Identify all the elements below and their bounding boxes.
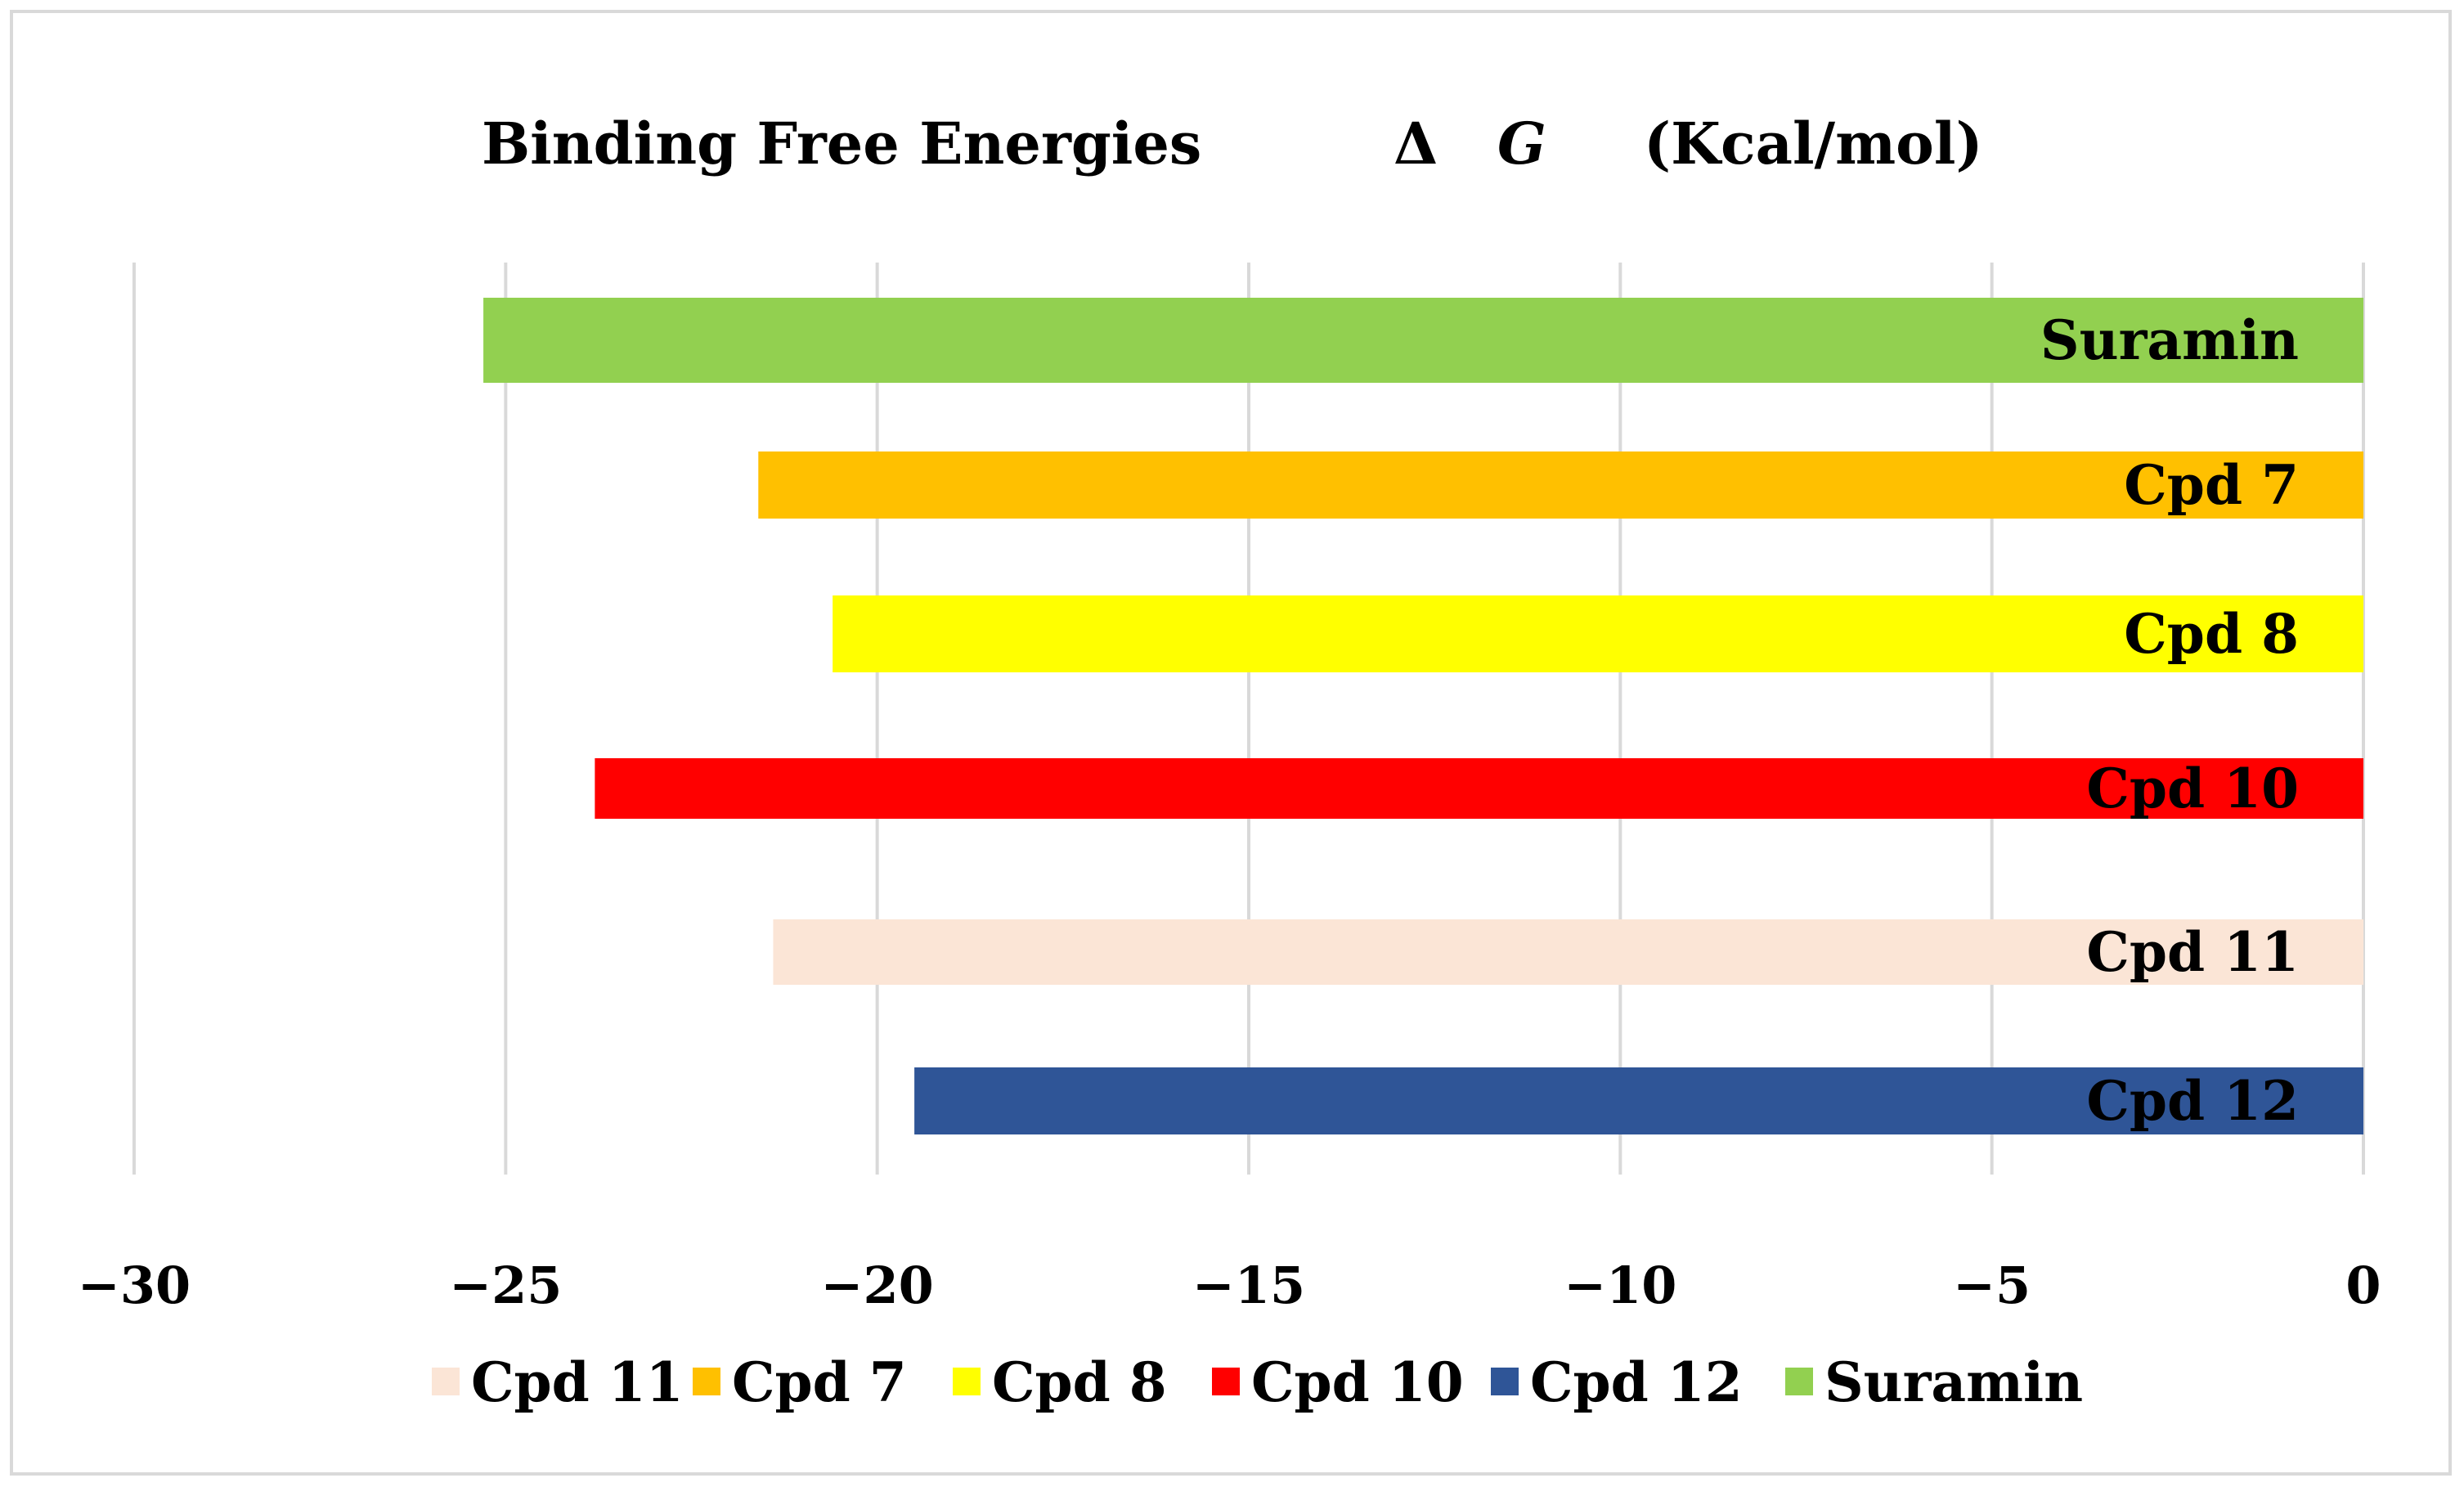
bar-suramin bbox=[483, 298, 2364, 383]
legend-label: Suramin bbox=[1824, 1350, 2083, 1414]
chart-title-delta: Δ bbox=[1394, 110, 1438, 177]
bar-cpd-11 bbox=[773, 919, 2363, 985]
gridlines bbox=[132, 263, 2365, 1175]
legend-swatch bbox=[1212, 1368, 1240, 1395]
legend-item-cpd-11: Cpd 11 bbox=[432, 1350, 684, 1414]
bar-label-cpd-10: Cpd 10 bbox=[2086, 757, 2299, 820]
legend-label: Cpd 8 bbox=[992, 1350, 1167, 1414]
chart-title-units: (Kcal/mol) bbox=[1644, 110, 1983, 177]
legend-swatch bbox=[1785, 1368, 1813, 1395]
legend-swatch bbox=[953, 1368, 981, 1395]
bar-chart: Binding Free Energies Δ G (Kcal/mol) Sur… bbox=[78, 110, 2381, 1414]
chart-title-part1: Binding Free Energies bbox=[482, 110, 1201, 177]
bars bbox=[483, 298, 2364, 1134]
legend-item-cpd-7: Cpd 7 bbox=[693, 1350, 907, 1414]
x-tick-label: −10 bbox=[1564, 1256, 1676, 1315]
legend-item-cpd-10: Cpd 10 bbox=[1212, 1350, 1464, 1414]
bar-cpd-10 bbox=[595, 758, 2364, 819]
bar-cpd-7 bbox=[758, 451, 2363, 519]
legend-item-suramin: Suramin bbox=[1785, 1350, 2083, 1414]
x-tick-label: −20 bbox=[821, 1256, 934, 1315]
x-tick-label: −25 bbox=[449, 1256, 562, 1315]
legend-label: Cpd 12 bbox=[1530, 1350, 1743, 1414]
legend-swatch bbox=[1491, 1368, 1519, 1395]
legend: Cpd 11 Cpd 7 Cpd 8 Cpd 10 Cpd 12 Suramin bbox=[432, 1350, 2083, 1414]
x-tick-label: 0 bbox=[2345, 1256, 2381, 1315]
bar-label-cpd-11: Cpd 11 bbox=[2086, 920, 2299, 984]
legend-item-cpd-8: Cpd 8 bbox=[953, 1350, 1167, 1414]
bar-labels: Suramin Cpd 7 Cpd 8 Cpd 10 Cpd 11 Cpd 12 bbox=[2040, 308, 2299, 1133]
legend-label: Cpd 10 bbox=[1251, 1350, 1464, 1414]
legend-item-cpd-12: Cpd 12 bbox=[1491, 1350, 1743, 1414]
legend-swatch bbox=[432, 1368, 460, 1395]
x-tick-label: −5 bbox=[1953, 1256, 2031, 1315]
x-tick-label: −30 bbox=[78, 1256, 191, 1315]
bar-label-cpd-12: Cpd 12 bbox=[2086, 1069, 2299, 1133]
chart-title: Binding Free Energies Δ G (Kcal/mol) bbox=[482, 110, 1983, 177]
bar-cpd-12 bbox=[914, 1067, 2363, 1134]
bar-label-cpd-8: Cpd 8 bbox=[2124, 602, 2299, 666]
bar-cpd-8 bbox=[833, 595, 2363, 672]
chart-title-g: G bbox=[1497, 110, 1546, 177]
legend-swatch bbox=[693, 1368, 720, 1395]
legend-label: Cpd 7 bbox=[732, 1350, 907, 1414]
bar-label-suramin: Suramin bbox=[2040, 308, 2299, 372]
legend-label: Cpd 11 bbox=[471, 1350, 684, 1414]
x-axis-ticks: −30 −25 −20 −15 −10 −5 0 bbox=[78, 1256, 2381, 1315]
x-tick-label: −15 bbox=[1192, 1256, 1305, 1315]
chart-frame: Binding Free Energies Δ G (Kcal/mol) Sur… bbox=[10, 10, 2452, 1476]
bar-label-cpd-7: Cpd 7 bbox=[2124, 453, 2299, 517]
